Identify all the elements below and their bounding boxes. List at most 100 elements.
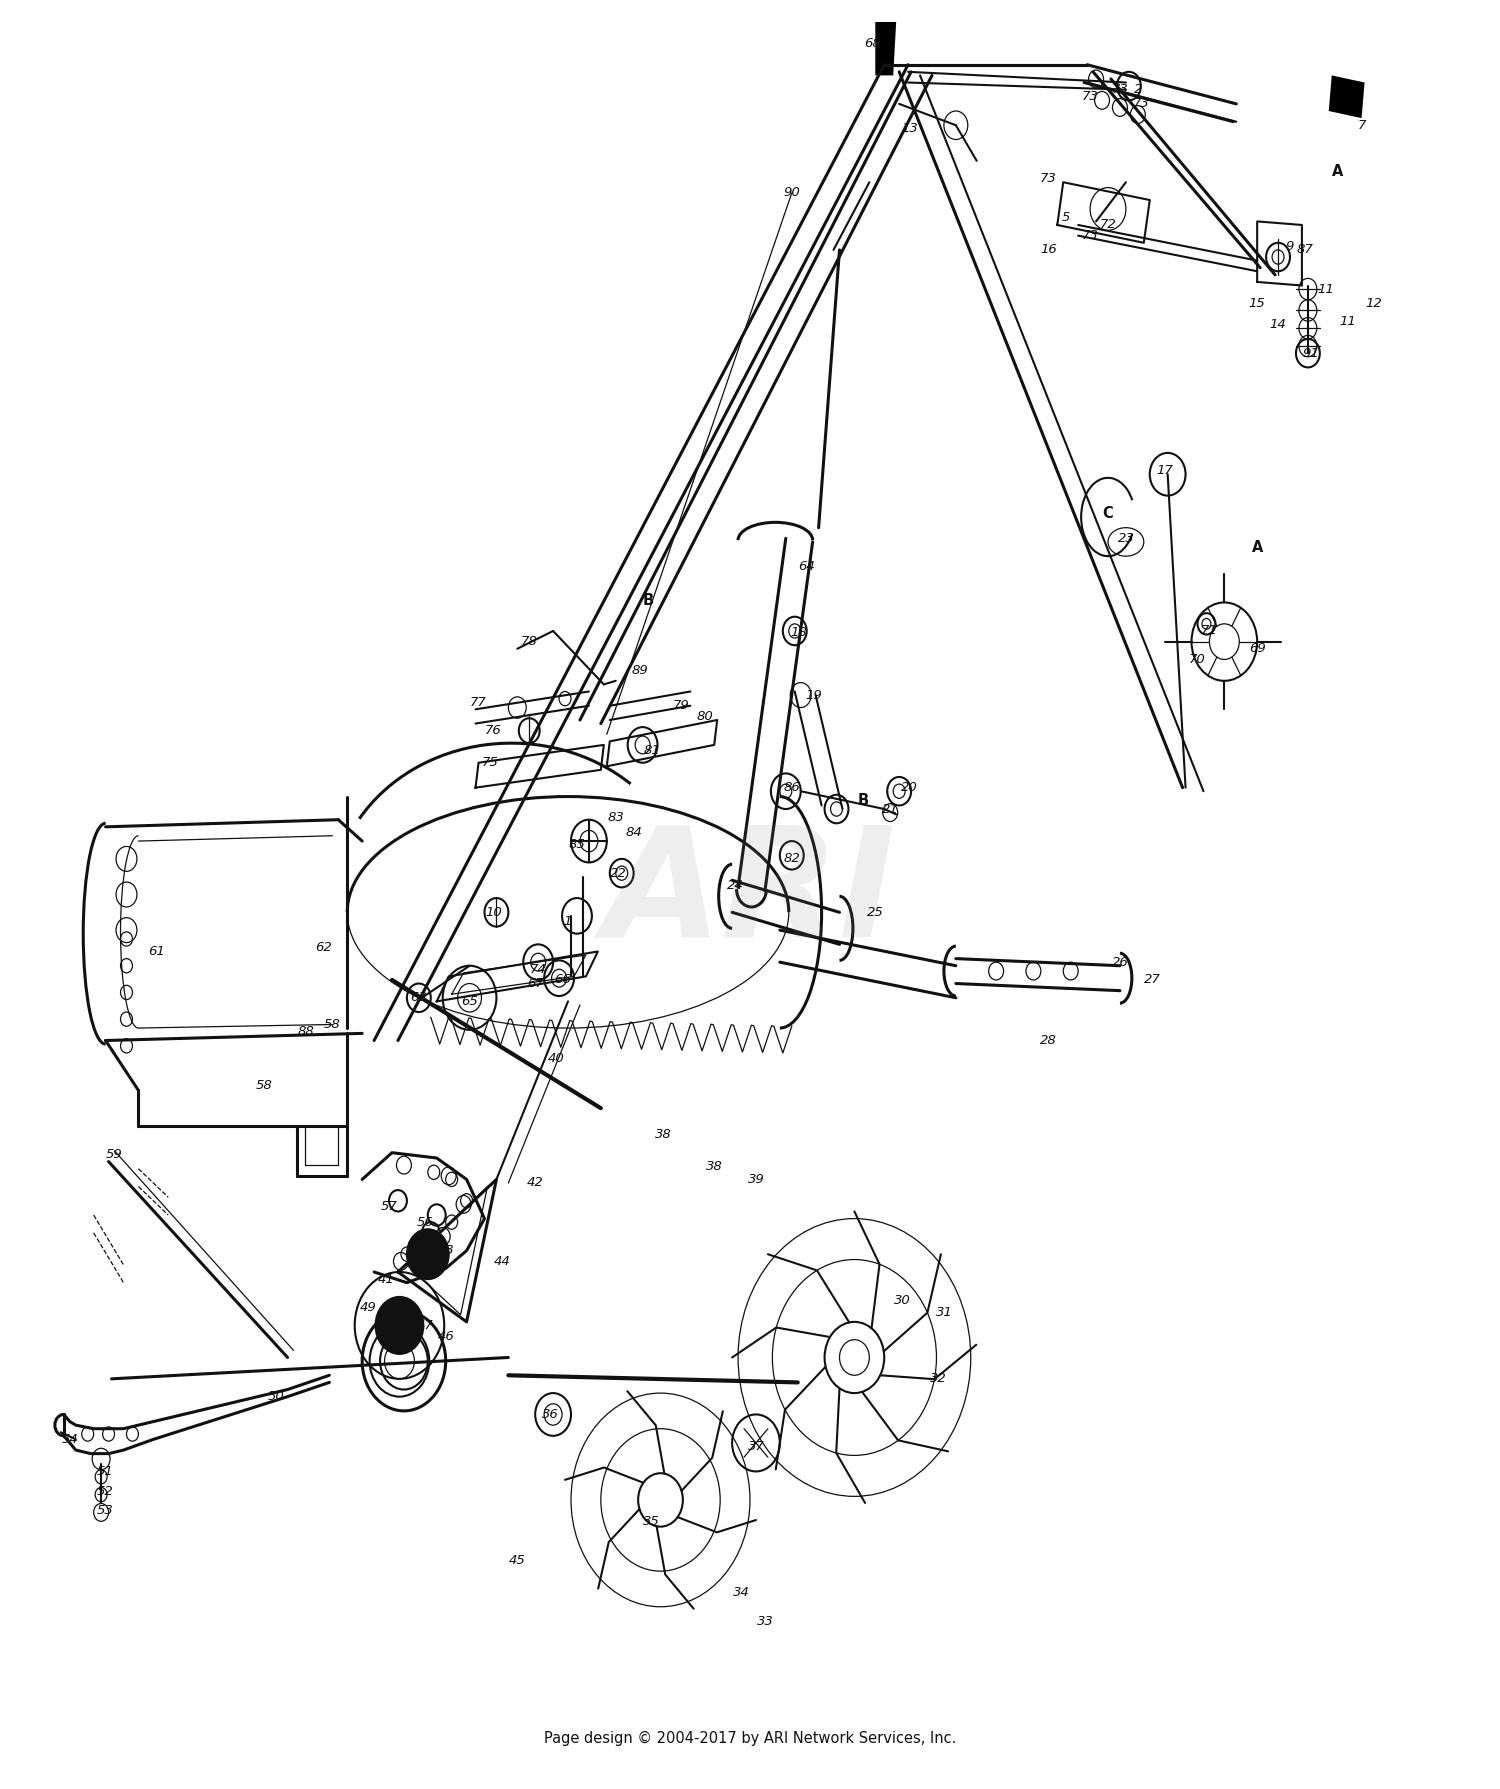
- Text: 50: 50: [267, 1390, 284, 1403]
- Text: 69: 69: [1250, 642, 1266, 655]
- Text: 49: 49: [360, 1301, 376, 1315]
- Text: 5: 5: [1062, 211, 1071, 224]
- Text: 75: 75: [482, 757, 500, 769]
- Text: 27: 27: [1144, 973, 1161, 986]
- Text: 65: 65: [460, 995, 478, 1007]
- Text: 84: 84: [626, 827, 642, 839]
- Text: 39: 39: [747, 1174, 765, 1186]
- Circle shape: [375, 1297, 423, 1354]
- Text: 7: 7: [1358, 118, 1366, 132]
- Text: 76: 76: [484, 725, 502, 737]
- Text: 73: 73: [1112, 82, 1128, 97]
- Text: C: C: [1102, 506, 1113, 521]
- Text: 19: 19: [806, 689, 822, 701]
- Text: 70: 70: [1190, 653, 1206, 666]
- Text: 41: 41: [378, 1272, 394, 1286]
- Text: 78: 78: [520, 635, 537, 648]
- Text: 20: 20: [902, 782, 918, 794]
- Text: 2: 2: [1134, 82, 1142, 97]
- Text: 22: 22: [610, 866, 627, 880]
- Polygon shape: [1329, 75, 1365, 118]
- Text: 53: 53: [98, 1505, 114, 1517]
- Text: 15: 15: [1250, 297, 1266, 309]
- Text: 28: 28: [1040, 1034, 1056, 1047]
- Text: 40: 40: [548, 1052, 564, 1064]
- Text: 37: 37: [747, 1440, 765, 1453]
- Text: 56: 56: [417, 1217, 434, 1229]
- Text: 52: 52: [98, 1485, 114, 1497]
- Text: 88: 88: [297, 1025, 314, 1038]
- Text: 51: 51: [98, 1465, 114, 1478]
- Text: 87: 87: [1296, 243, 1314, 256]
- Text: 30: 30: [894, 1293, 910, 1308]
- Text: 91: 91: [1302, 347, 1318, 360]
- Text: 11: 11: [1317, 283, 1334, 295]
- Text: 10: 10: [484, 905, 502, 920]
- Text: 18: 18: [790, 626, 807, 639]
- Text: A: A: [1332, 165, 1344, 179]
- Text: 80: 80: [698, 710, 714, 723]
- Text: 58: 58: [324, 1018, 340, 1030]
- Text: 86: 86: [783, 782, 800, 794]
- Polygon shape: [876, 21, 896, 75]
- Text: 38: 38: [656, 1129, 672, 1141]
- Text: 9: 9: [1286, 240, 1294, 252]
- Text: 44: 44: [494, 1254, 512, 1268]
- Text: 47: 47: [417, 1318, 434, 1333]
- Text: 73: 73: [1082, 89, 1098, 104]
- Text: 21: 21: [882, 803, 898, 816]
- Text: 46: 46: [438, 1329, 454, 1342]
- Text: 64: 64: [798, 560, 814, 572]
- Text: 24: 24: [726, 878, 744, 893]
- Text: 26: 26: [1112, 955, 1128, 968]
- Text: 13: 13: [902, 122, 918, 136]
- Text: 57: 57: [381, 1200, 398, 1213]
- Text: 81: 81: [644, 744, 660, 757]
- Text: 34: 34: [732, 1587, 750, 1599]
- Text: 48: 48: [375, 1318, 392, 1333]
- Text: 63: 63: [411, 991, 428, 1004]
- Text: 58: 58: [255, 1079, 272, 1091]
- Text: B: B: [858, 793, 868, 807]
- Text: 35: 35: [644, 1515, 660, 1528]
- Text: 45: 45: [509, 1555, 525, 1567]
- Text: 66: 66: [554, 973, 570, 986]
- Text: 85: 85: [568, 837, 585, 852]
- Text: A: A: [1251, 540, 1263, 555]
- Text: 25: 25: [867, 905, 883, 920]
- Text: 67: 67: [526, 977, 543, 989]
- Text: 31: 31: [936, 1306, 952, 1320]
- Text: B: B: [644, 594, 654, 608]
- Text: 82: 82: [783, 852, 800, 866]
- Text: 16: 16: [1040, 243, 1056, 256]
- Circle shape: [406, 1229, 448, 1279]
- Text: 68: 68: [864, 38, 880, 50]
- Text: 42: 42: [526, 1177, 543, 1190]
- Text: ARI: ARI: [603, 819, 897, 970]
- Text: 73: 73: [1132, 97, 1149, 111]
- Text: 11: 11: [1340, 315, 1356, 327]
- Text: 54: 54: [62, 1433, 78, 1446]
- Text: 32: 32: [930, 1372, 946, 1385]
- Text: 36: 36: [542, 1408, 558, 1420]
- Text: 89: 89: [632, 664, 648, 676]
- Text: 12: 12: [1365, 297, 1382, 309]
- Text: Page design © 2004-2017 by ARI Network Services, Inc.: Page design © 2004-2017 by ARI Network S…: [544, 1732, 956, 1746]
- Text: 17: 17: [1156, 463, 1173, 478]
- Text: 61: 61: [148, 945, 165, 957]
- Text: 43: 43: [438, 1243, 454, 1258]
- Text: 73: 73: [1082, 229, 1098, 242]
- Text: 23: 23: [1118, 531, 1134, 546]
- Text: 83: 83: [608, 812, 624, 825]
- Text: 90: 90: [783, 186, 800, 199]
- Text: 1: 1: [564, 914, 572, 928]
- Text: 72: 72: [1100, 218, 1116, 231]
- Text: 38: 38: [706, 1161, 723, 1174]
- Text: 71: 71: [1202, 624, 1218, 637]
- Text: 74: 74: [530, 962, 546, 975]
- Text: 79: 79: [674, 699, 690, 712]
- Text: 14: 14: [1269, 318, 1287, 331]
- Text: 77: 77: [470, 696, 488, 708]
- Text: 73: 73: [1040, 172, 1056, 186]
- Text: 59: 59: [106, 1149, 123, 1161]
